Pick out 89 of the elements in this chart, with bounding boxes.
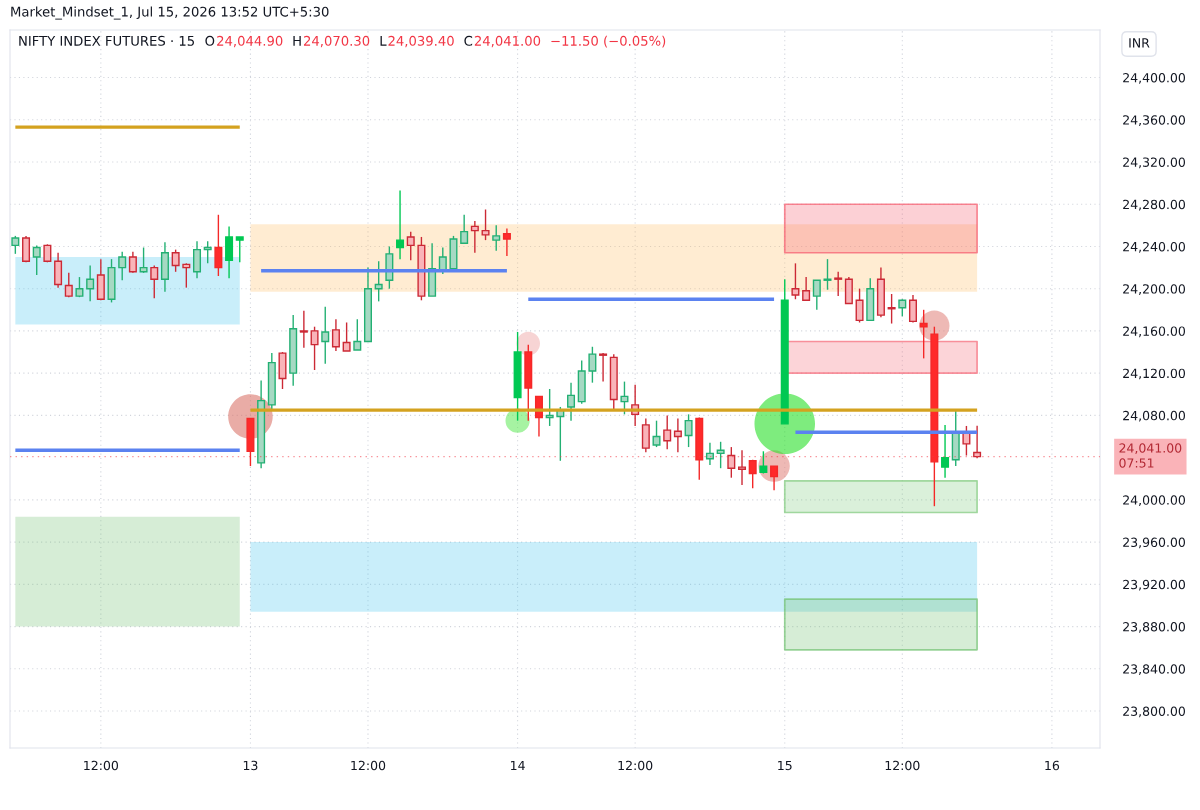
y-tick-label: 24,200.00 <box>1123 284 1186 295</box>
y-tick-label: 23,880.00 <box>1123 622 1186 633</box>
candlestick <box>545 388 554 427</box>
y-tick-label: 24,360.00 <box>1123 115 1186 126</box>
y-tick-label: 24,240.00 <box>1123 241 1186 253</box>
candlestick <box>791 262 800 300</box>
y-tick-label: 24,400.00 <box>1123 72 1186 84</box>
candlestick <box>128 251 137 274</box>
text: Market_Mindset_1, Jul 15, 2026 13:52 UTC+5:30 <box>11 6 329 20</box>
candlestick <box>54 252 63 289</box>
candlestick <box>673 417 682 454</box>
y-tick-label: 24,160.00 <box>1123 326 1186 338</box>
y-tick-label: 24,120.00 <box>1123 368 1186 380</box>
annotation: −11.50 (−0.05%) <box>551 35 666 48</box>
y-tick-label: 23,800.00 <box>1123 706 1186 718</box>
candlestick <box>331 318 340 352</box>
text: INR <box>1129 38 1150 48</box>
x-tick-label: 16 <box>1045 760 1060 771</box>
candlestick <box>64 272 73 298</box>
candlestick <box>342 321 351 352</box>
candlestick <box>299 310 308 349</box>
candlestick <box>182 262 191 289</box>
candlestick <box>802 276 811 302</box>
x-tick-label: 14 <box>511 760 525 770</box>
annotation: C24,041.00 <box>464 35 541 48</box>
candlestick <box>139 246 148 274</box>
candlestick <box>684 413 693 448</box>
candlestick <box>225 225 234 279</box>
candlestick <box>652 419 661 448</box>
candlestick <box>588 346 597 384</box>
candlestick <box>171 248 180 273</box>
candlestick <box>812 279 821 311</box>
candlestick <box>193 240 202 279</box>
candlestick <box>908 294 917 324</box>
candlestick <box>663 414 672 450</box>
y-tick-label: 24,000.00 <box>1123 495 1186 507</box>
candlestick <box>705 442 714 466</box>
candlestick <box>620 380 629 416</box>
y-tick-label: 24,280.00 <box>1123 199 1186 211</box>
candlestick <box>502 227 511 257</box>
candlestick <box>727 446 736 479</box>
candlestick <box>150 264 159 299</box>
candlestick <box>235 236 244 263</box>
candlestick <box>748 459 757 489</box>
y-tick-label: 24,320.00 <box>1123 157 1186 169</box>
y-tick-label: 23,840.00 <box>1123 664 1186 676</box>
candlestick <box>738 449 747 486</box>
candlestick <box>823 258 832 291</box>
y-tick-label: 23,920.00 <box>1123 579 1186 591</box>
candlestick <box>919 309 928 360</box>
candlestick <box>438 246 447 275</box>
candlestick <box>374 260 383 303</box>
candlestick <box>481 208 490 241</box>
x-tick-label: 12:00 <box>351 760 386 771</box>
candlestick <box>406 230 415 261</box>
candlestick <box>641 417 650 454</box>
candlestick <box>214 214 223 277</box>
annotation: H24,070.30 <box>293 35 370 48</box>
candlestick <box>973 424 982 459</box>
candlestick <box>599 352 608 383</box>
ref-line-label: 24,041.00 07:51 <box>1119 443 1182 468</box>
y-tick-label: 24,080.00 <box>1123 410 1186 422</box>
candlestick <box>716 441 725 469</box>
candlestick <box>86 264 95 303</box>
candlestick <box>855 287 864 324</box>
x-tick-label: 13 <box>243 760 258 771</box>
chart-title: NIFTY INDEX FUTURES · 15 <box>19 35 194 46</box>
y-tick-label: 23,960.00 <box>1123 537 1186 549</box>
candlestick <box>22 235 31 263</box>
candlestick <box>321 305 330 365</box>
x-tick-label: 12:00 <box>618 760 653 771</box>
candlestick <box>492 224 501 252</box>
x-tick-label: 12:00 <box>885 760 920 771</box>
candlestick <box>834 271 843 297</box>
candlestick <box>32 244 41 276</box>
candlestick <box>470 220 479 254</box>
candlestick <box>353 318 362 351</box>
candlestick <box>310 326 319 371</box>
candlestick <box>118 251 127 281</box>
candlestick <box>567 381 576 422</box>
candlestick <box>770 465 779 492</box>
x-tick-label: 15 <box>778 760 792 771</box>
candlestick <box>460 214 469 244</box>
annotation: L24,039.40 <box>380 35 454 48</box>
candlestick <box>941 424 950 479</box>
annotation: O24,044.90 <box>205 35 283 48</box>
candlestick <box>203 240 212 265</box>
candlestick <box>396 189 405 260</box>
x-tick-label: 12:00 <box>84 760 119 771</box>
